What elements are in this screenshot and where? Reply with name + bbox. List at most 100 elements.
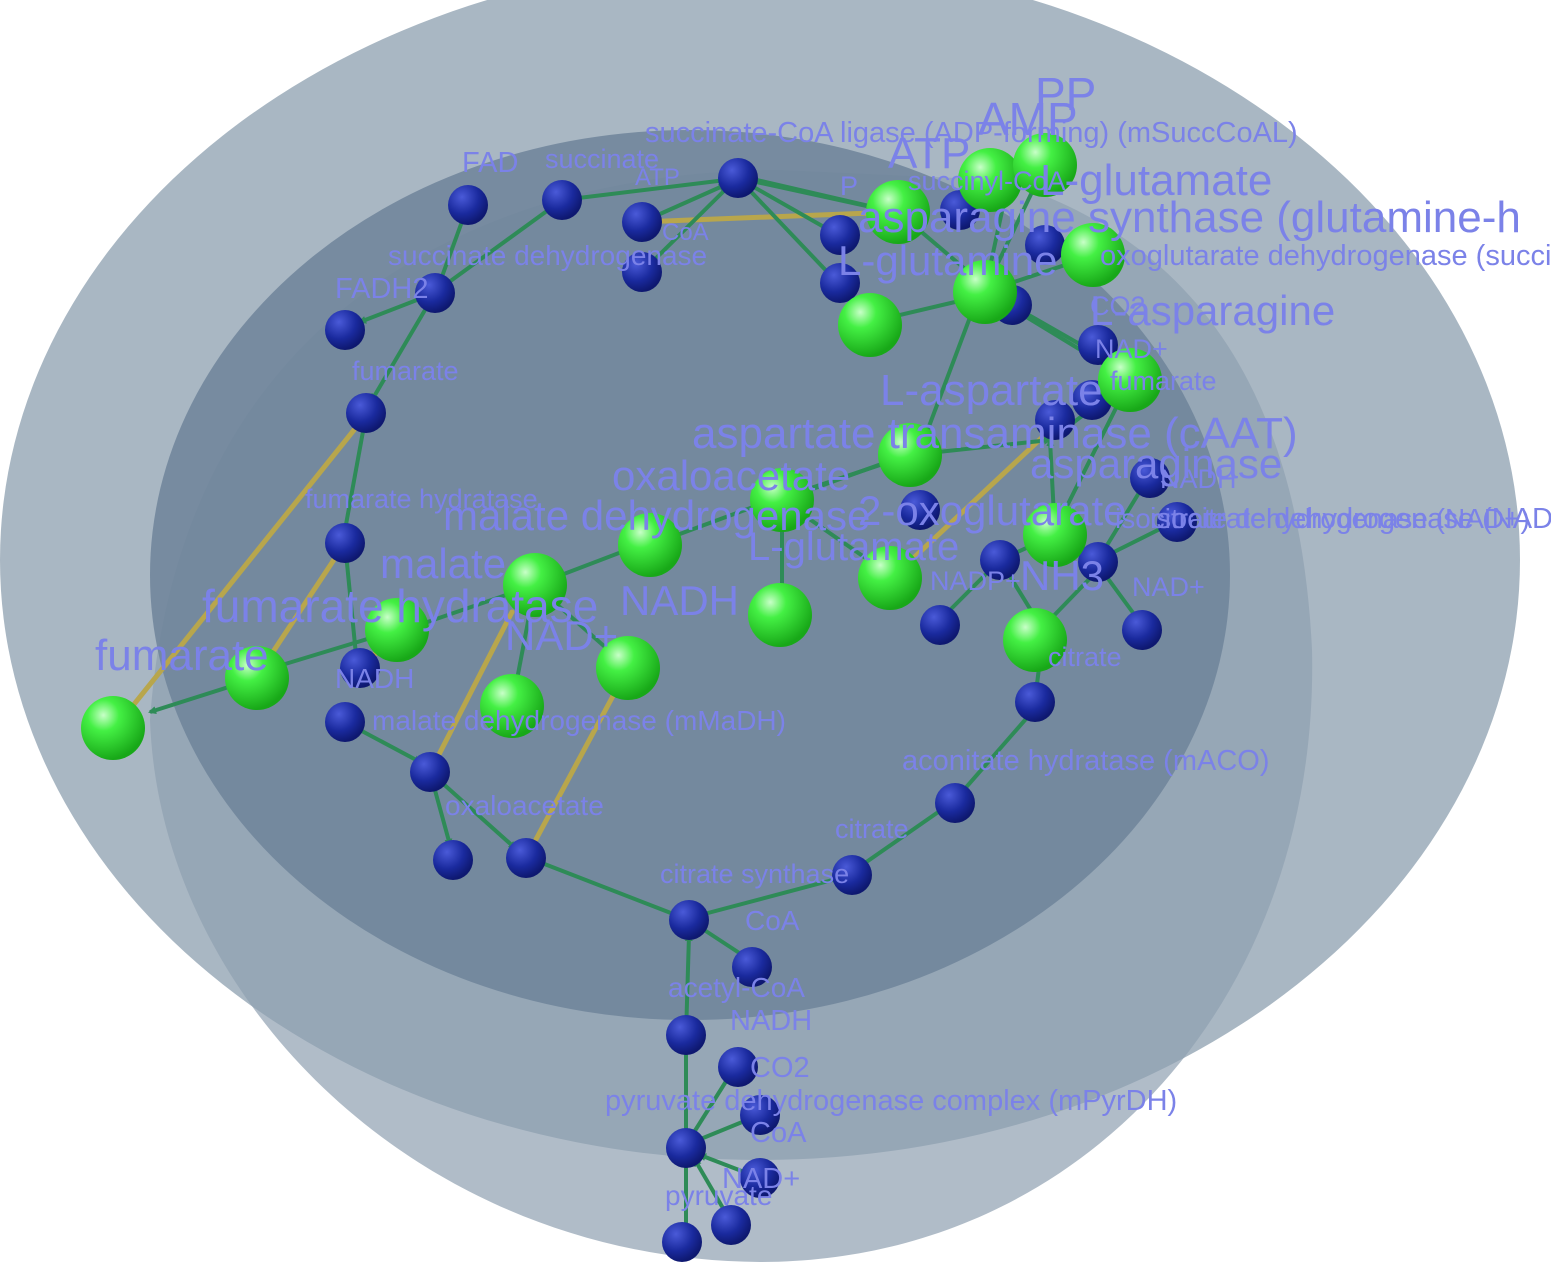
label-malate-dehydrogenase-mmadh: malate dehydrogenase (mMaDH) xyxy=(372,705,786,736)
label-nad-bottom: NAD+ xyxy=(722,1163,800,1195)
node-malate-dehydrogenase-large xyxy=(618,513,682,577)
label-fadh2: FADH2 xyxy=(335,273,428,305)
node-succinate xyxy=(542,180,582,220)
label-acetyl-coa: acetyl-CoA xyxy=(668,972,805,1003)
label-oxaloacetate-small: oxaloacetate xyxy=(445,790,604,821)
label-coa-bottom: CoA xyxy=(750,1117,807,1149)
node-malate-dehydrogenase xyxy=(410,752,450,792)
node-l-glutamate-mid xyxy=(748,583,812,647)
node-coa-bottom xyxy=(740,1158,780,1198)
label-isocitrate-dh: isocitrate dehydrogenase (NADP+)(mICDH) xyxy=(1150,503,1551,535)
label-l-glutamate-mid: L-glutamate xyxy=(748,525,959,569)
node-oxoglutarate-dh xyxy=(1025,225,1065,265)
label-l-aspartate: L-aspartate xyxy=(880,366,1103,415)
label-succinyl-coa: succinyl-CoA xyxy=(908,166,1066,196)
label-succinate: succinate xyxy=(545,144,659,174)
label-co2-right: CO2 xyxy=(1090,291,1146,321)
node-labels: succinate-CoA ligase (ADP-forming) (mSuc… xyxy=(95,68,1551,1211)
node-citrate-synthase xyxy=(669,900,709,940)
label-coa-top: CoA xyxy=(662,219,709,246)
cross-link xyxy=(427,609,515,775)
label-citrate-synthase: citrate synthase xyxy=(660,859,849,889)
label-oxoglutarate-dh: oxoglutarate dehydrogenase (succinyl-tra… xyxy=(1100,240,1551,272)
label-isocitrate-dh-nad: isocitrate dehydrogenase (NAD+) xyxy=(1115,503,1530,534)
node-oxaloacetate-large xyxy=(750,468,814,532)
label-nad-right: NAD+ xyxy=(1132,572,1205,602)
label-succinate-coa-ligase: succinate-CoA ligase (ADP-forming) (mSuc… xyxy=(645,117,1298,149)
node-nad-top-right xyxy=(1078,325,1118,365)
node-pp xyxy=(1013,133,1077,197)
node-citrate-lower xyxy=(832,855,872,895)
node-l-glutamine xyxy=(838,293,902,357)
node-two-oxoglutarate-mid xyxy=(858,546,922,610)
label-nad-top-right: NAD+ xyxy=(1095,334,1168,364)
node-asparagine-synthase xyxy=(953,260,1017,324)
label-l-glutamine: L-glutamine xyxy=(838,237,1057,284)
label-atp-small: ATP xyxy=(635,164,680,191)
node-gdp xyxy=(820,263,860,303)
node-fumarate-small xyxy=(346,393,386,433)
node-nadh-bottom xyxy=(718,1047,758,1087)
node-atp-large xyxy=(866,180,930,244)
node-aconitate-hydratase xyxy=(935,783,975,823)
node-nad-large xyxy=(480,674,544,738)
node-fadh2 xyxy=(325,310,365,350)
node-malate-large-a xyxy=(365,598,429,662)
node-succinate-dehydrogenase xyxy=(415,273,455,313)
label-citrate-right: citrate xyxy=(1048,642,1122,672)
label-fumarate-right: fumarate xyxy=(1110,366,1217,396)
node-nh3 xyxy=(1003,608,1067,672)
node-coa-mid xyxy=(732,947,772,987)
node-isocitrate-nad xyxy=(980,540,1020,580)
label-fumarate-small: fumarate xyxy=(352,356,459,386)
label-coa-mid: CoA xyxy=(745,905,800,936)
node-nadh-left xyxy=(433,840,473,880)
label-fumarate-large: fumarate xyxy=(95,631,269,680)
label-malate-small: malate xyxy=(380,540,506,587)
label-asparaginase: asparaginase xyxy=(1030,440,1282,487)
node-coa-top xyxy=(622,252,662,292)
label-amp: AMP xyxy=(978,93,1078,145)
node-malate-small xyxy=(340,648,380,688)
node-l-asparagine xyxy=(1061,223,1125,287)
label-nadh-large: NADH xyxy=(620,577,739,624)
label-asparagine-synthase: asparagine synthase (glutamine-h xyxy=(858,193,1521,242)
label-co2: CO2 xyxy=(750,1052,810,1084)
node-aspartate-transaminase-large xyxy=(878,423,942,487)
label-atp-large: ATP xyxy=(888,129,970,178)
node-nad-left xyxy=(325,702,365,742)
cross-link xyxy=(112,412,369,731)
label-fumarate-hydratase: fumarate hydratase xyxy=(202,580,598,632)
metabolite-nodes-small xyxy=(325,158,1197,1262)
metabolite-nodes-large xyxy=(81,133,1162,760)
label-malate-dehydrogenase: malate dehydrogenase xyxy=(443,492,870,539)
label-l-asparagine: L-asparagine xyxy=(1090,287,1335,334)
node-isocitrate-dh xyxy=(1078,542,1118,582)
node-pyruvate-dehydrogenase xyxy=(666,1128,706,1168)
node-oxaloacetate-small xyxy=(506,838,546,878)
label-nad-large: NAD+ xyxy=(505,612,618,659)
node-p xyxy=(820,215,860,255)
label-fad: FAD xyxy=(462,147,518,179)
label-nadp-right: NADP+ xyxy=(930,566,1021,596)
node-nadph xyxy=(1157,502,1197,542)
label-succinate-dehydrogenase: succinate dehydrogenase xyxy=(388,240,707,271)
cross-link xyxy=(887,427,1053,583)
node-malate-large xyxy=(503,553,567,617)
label-citrate-lower: citrate xyxy=(835,814,909,844)
node-l-aspartate xyxy=(1098,348,1162,412)
label-nadh-small-left: NADH xyxy=(335,663,414,694)
node-nad-right xyxy=(1122,610,1162,650)
label-p-small: P xyxy=(840,171,858,201)
label-fumarate-hydratase-small: fumarate hydratase xyxy=(305,484,538,514)
node-citrate-right xyxy=(1015,682,1055,722)
label-nh3: NH3 xyxy=(1020,552,1104,599)
cross-link xyxy=(523,665,631,861)
label-pyruvate: pyruvate xyxy=(665,1180,772,1211)
label-pp: PP xyxy=(1035,68,1096,120)
node-asparaginase xyxy=(1035,400,1075,440)
node-succinate-coa-ligase xyxy=(718,158,758,198)
node-aspartate-transaminase xyxy=(900,490,940,530)
node-amp xyxy=(958,148,1022,212)
